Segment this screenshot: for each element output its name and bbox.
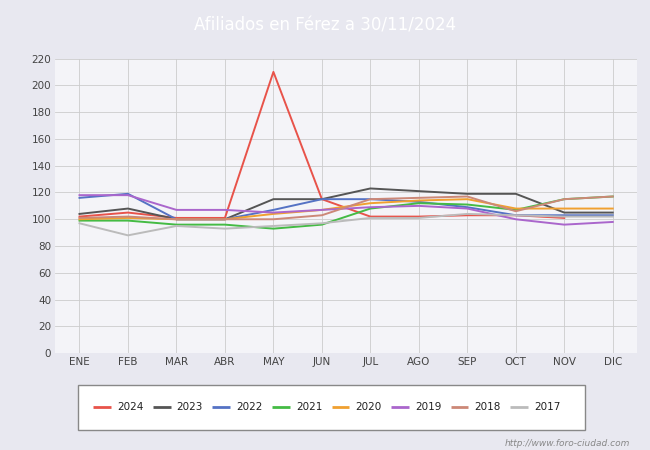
Text: 2019: 2019	[415, 402, 441, 412]
Text: http://www.foro-ciudad.com: http://www.foro-ciudad.com	[505, 439, 630, 448]
Text: 2022: 2022	[236, 402, 263, 412]
Text: Afiliados en Férez a 30/11/2024: Afiliados en Férez a 30/11/2024	[194, 17, 456, 35]
Text: 2024: 2024	[117, 402, 144, 412]
Text: 2020: 2020	[356, 402, 382, 412]
Text: 2021: 2021	[296, 402, 322, 412]
Text: 2018: 2018	[474, 402, 501, 412]
Text: 2023: 2023	[177, 402, 203, 412]
Text: 2017: 2017	[534, 402, 560, 412]
